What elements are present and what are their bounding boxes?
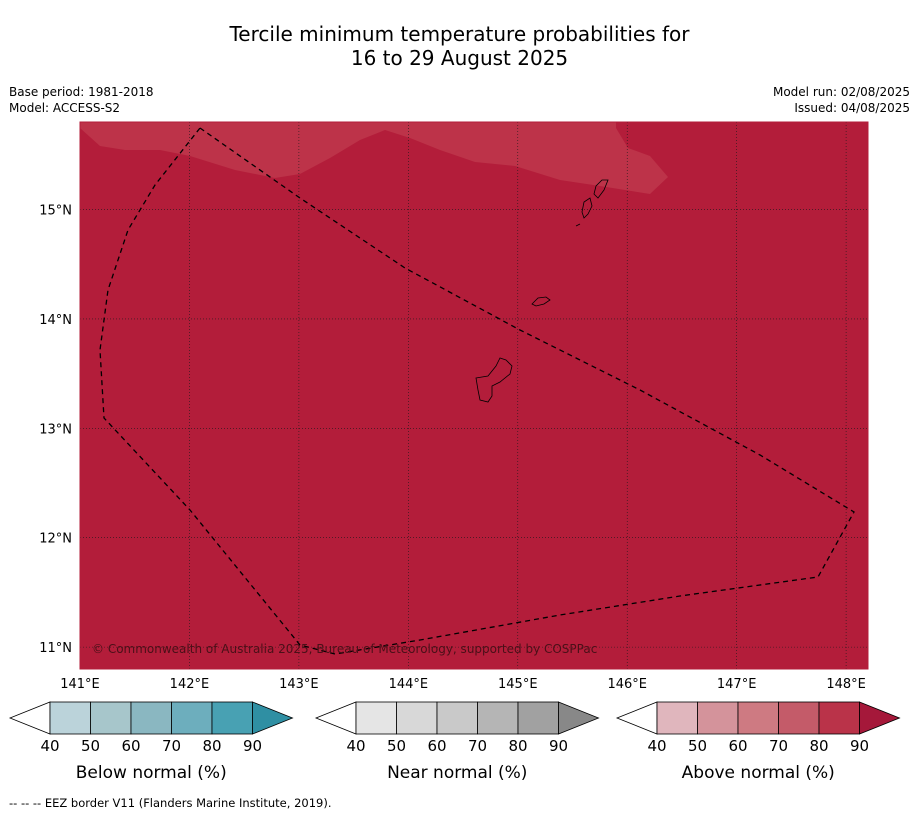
legend-tick-label: 80 xyxy=(809,737,828,755)
legend-tick-label: 50 xyxy=(81,737,100,755)
guam-coastline xyxy=(475,357,513,403)
latitude-labels: 15°N 14°N 13°N 12°N 11°N xyxy=(39,204,72,657)
legend-swatch xyxy=(90,701,132,735)
longitude-label: 147°E xyxy=(717,677,757,692)
map-figure: © Commonwealth of Australia 2025, Bureau… xyxy=(8,121,901,783)
legend-low-arrow xyxy=(615,701,658,735)
legend-title: Near normal (%) xyxy=(387,763,527,783)
legend-high-arrow xyxy=(252,701,294,735)
latitude-label: 12°N xyxy=(39,532,72,547)
title-line-2: 16 to 29 August 2025 xyxy=(350,46,569,70)
legend-swatch xyxy=(517,701,559,735)
rota-coastline xyxy=(531,296,551,307)
legend-tick-label: 80 xyxy=(508,737,527,755)
legend-tick-label: 40 xyxy=(40,737,59,755)
latitude-label: 14°N xyxy=(39,313,72,328)
legend-tick-label: 90 xyxy=(549,737,568,755)
map-frame xyxy=(79,121,869,670)
eez-footnote: -- -- -- EEZ border V11 (Flanders Marine… xyxy=(9,796,332,810)
legend-swatch xyxy=(436,701,478,735)
legend-swatch xyxy=(355,701,397,735)
legend-title: Below normal (%) xyxy=(76,763,227,783)
map-gridlines xyxy=(80,122,868,669)
legend-high-arrow xyxy=(859,701,901,735)
legend-swatch xyxy=(171,701,213,735)
legends: 40 50 60 70 80 90 Below normal (%) 40 50 60 70 80 90… xyxy=(8,701,901,783)
legend-tick-label: 70 xyxy=(769,737,788,755)
legend-low-arrow xyxy=(314,701,357,735)
coastlines xyxy=(475,179,609,403)
legend-swatch xyxy=(697,701,739,735)
latitude-label: 13°N xyxy=(39,422,72,437)
legend-swatch xyxy=(49,701,91,735)
lighter-probability-region xyxy=(80,122,668,194)
longitude-label: 146°E xyxy=(607,677,647,692)
legend-low-arrow xyxy=(8,701,51,735)
legend-swatch xyxy=(818,701,860,735)
legend-tick-label: 70 xyxy=(162,737,181,755)
longitude-label: 144°E xyxy=(389,677,429,692)
aguijan-coastline xyxy=(575,223,581,227)
legend-tick-label: 60 xyxy=(427,737,446,755)
latitude-label: 11°N xyxy=(39,641,72,656)
longitude-label: 141°E xyxy=(60,677,100,692)
tinian-coastline xyxy=(581,197,593,219)
longitude-label: 142°E xyxy=(170,677,210,692)
legend-tick-label: 70 xyxy=(468,737,487,755)
legend-colorbar: 40 50 60 70 80 90 Near normal (%) xyxy=(314,701,600,783)
meta-right: Model run: 02/08/2025 Issued: 04/08/2025 xyxy=(773,84,910,116)
legend-tick-label: 90 xyxy=(850,737,869,755)
legend-colorbar: 40 50 60 70 80 90 Above normal (%) xyxy=(615,701,901,783)
eez-border xyxy=(99,127,855,655)
legend-tick-label: 60 xyxy=(728,737,747,755)
model-name: Model: ACCESS-S2 xyxy=(9,101,121,115)
longitude-labels: 141°E 142°E 143°E 144°E 145°E 146°E 147°E 148°E xyxy=(60,677,866,692)
longitude-label: 148°E xyxy=(826,677,866,692)
legend-tick-label: 90 xyxy=(243,737,262,755)
title-line-1: Tercile minimum temperature probabilitie… xyxy=(229,22,690,46)
base-period: Base period: 1981-2018 xyxy=(9,85,154,99)
legend-tick-label: 40 xyxy=(647,737,666,755)
legend-title: Above normal (%) xyxy=(682,763,835,783)
meta-left: Base period: 1981-2018 Model: ACCESS-S2 xyxy=(9,84,154,116)
legend-tick-label: 80 xyxy=(202,737,221,755)
issued-date: Issued: 04/08/2025 xyxy=(794,101,910,115)
legend-swatch xyxy=(477,701,519,735)
legend-swatch xyxy=(778,701,820,735)
model-run: Model run: 02/08/2025 xyxy=(772,85,910,99)
legend-colorbar: 40 50 60 70 80 90 Below normal (%) xyxy=(8,701,294,783)
saipan-coastline xyxy=(593,179,609,199)
latitude-label: 15°N xyxy=(39,204,72,219)
longitude-label: 143°E xyxy=(279,677,319,692)
legend-high-arrow xyxy=(558,701,600,735)
legend-swatch xyxy=(656,701,698,735)
legend-swatch xyxy=(130,701,172,735)
copyright-notice: © Commonwealth of Australia 2025, Bureau… xyxy=(92,642,597,656)
map-title: Tercile minimum temperature probabilitie… xyxy=(0,22,919,70)
legend-tick-label: 40 xyxy=(346,737,365,755)
legend-swatch xyxy=(737,701,779,735)
legend-tick-label: 50 xyxy=(688,737,707,755)
legend-swatch xyxy=(396,701,438,735)
legend-tick-label: 50 xyxy=(387,737,406,755)
longitude-label: 145°E xyxy=(498,677,538,692)
legend-tick-label: 60 xyxy=(121,737,140,755)
legend-swatch xyxy=(211,701,253,735)
